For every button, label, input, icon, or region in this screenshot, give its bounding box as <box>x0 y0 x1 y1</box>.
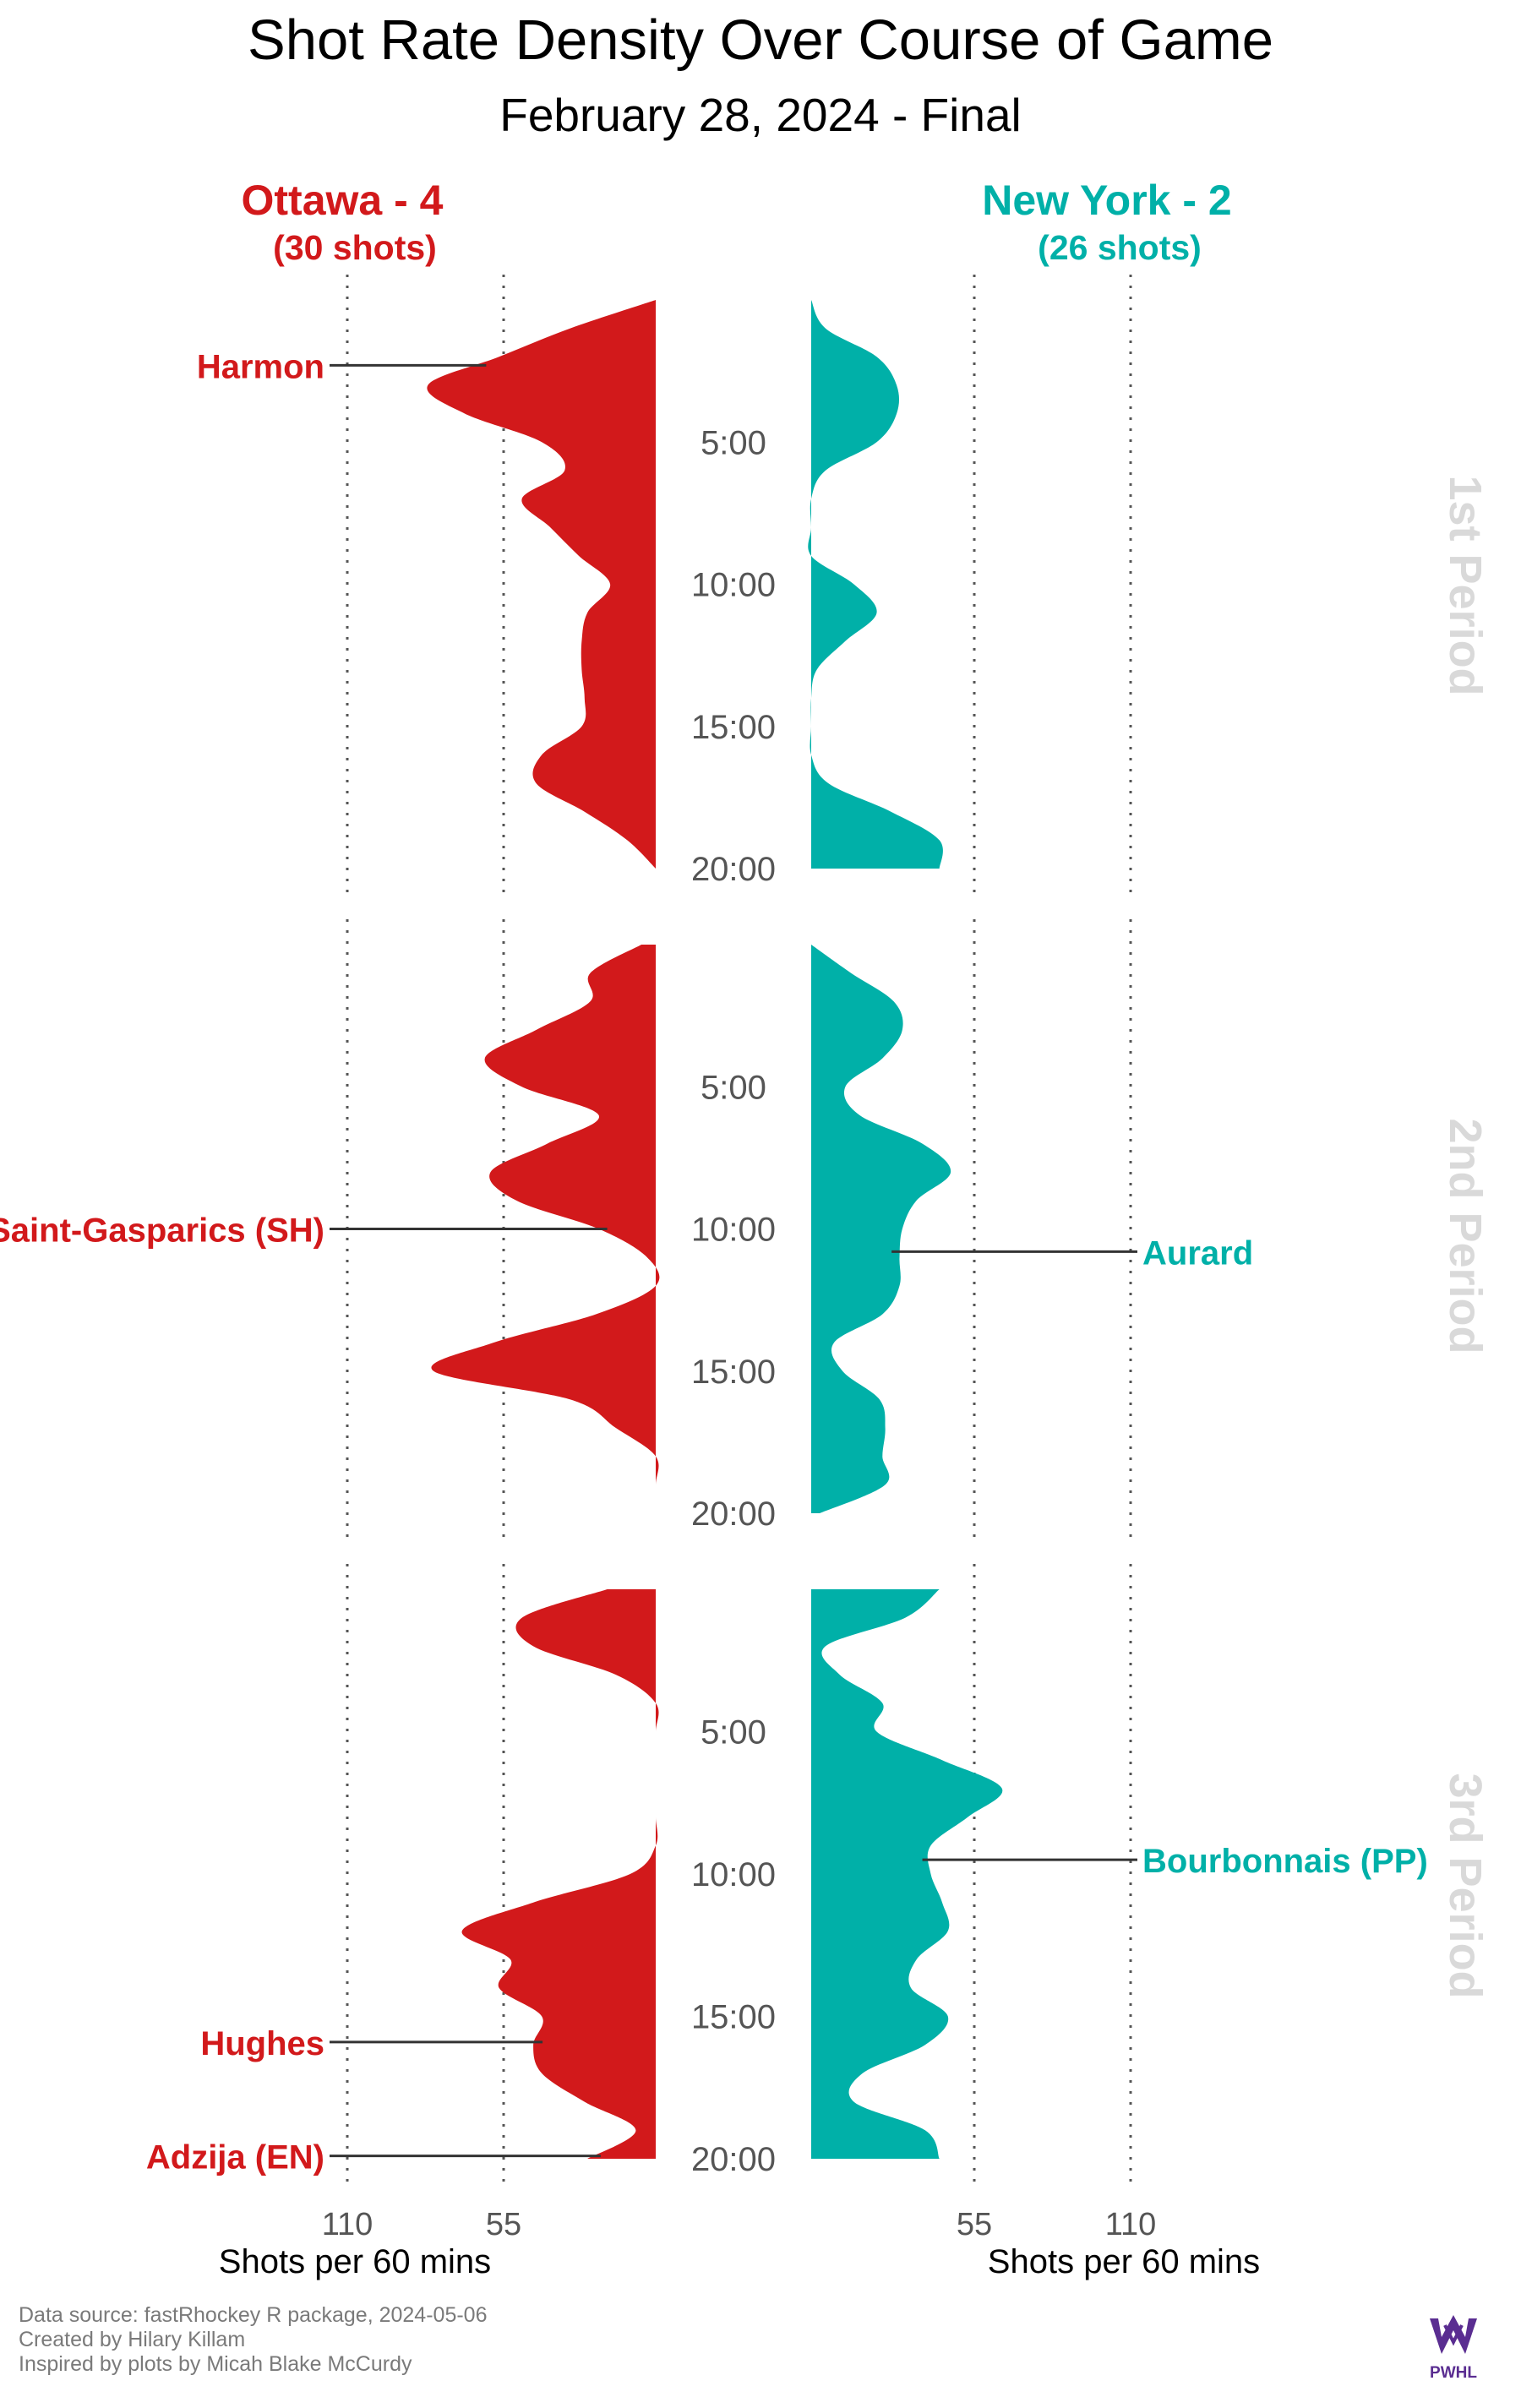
right-tick-55: 55 <box>957 2207 992 2242</box>
goal-label: Hughes <box>200 2025 324 2062</box>
goal-label: Adzija (EN) <box>146 2139 324 2176</box>
time-tick-p1-3: 15:00 <box>691 709 776 746</box>
newyork-density-period-1 <box>808 300 943 869</box>
left-tick-55: 55 <box>486 2207 521 2242</box>
footer-credits: Data source: fastRhockey R package, 2024… <box>19 2303 487 2377</box>
goal-marker: Hughes <box>200 2025 543 2062</box>
time-tick-p2-1: 5:00 <box>701 1069 766 1106</box>
goal-markers: Harmon Saint-Gasparics (SH) Hughes Adzija (… <box>0 348 1428 2176</box>
time-tick-p1-4: 20:00 <box>691 851 776 888</box>
footer-source: Data source: fastRhockey R package, 2024… <box>19 2303 488 2327</box>
goal-marker: Harmon <box>197 348 487 385</box>
time-tick-p2-3: 15:00 <box>691 1354 776 1391</box>
goal-marker: Adzija (EN) <box>146 2139 601 2176</box>
right-team-name: New York - 2 <box>982 177 1231 224</box>
logo-text: PWHL <box>1430 2364 1477 2382</box>
time-tick-p3-4: 20:00 <box>691 2141 776 2178</box>
chart-subtitle: February 28, 2024 - Final <box>499 89 1022 141</box>
right-tick-110: 110 <box>1105 2207 1157 2242</box>
goal-marker: Bourbonnais (PP) <box>922 1843 1428 1880</box>
left-team-shots: (30 shots) <box>273 228 437 267</box>
newyork-density-period-2 <box>811 945 951 1513</box>
time-tick-p3-3: 15:00 <box>691 1999 776 2036</box>
newyork-density-period-3 <box>811 1589 1003 2159</box>
ottawa-density-period-3 <box>461 1589 659 2159</box>
right-team-shots: (26 shots) <box>1038 228 1202 267</box>
density-areas <box>427 300 1003 2159</box>
left-team-name: Ottawa - 4 <box>242 177 444 224</box>
goal-label: Harmon <box>197 348 324 385</box>
goal-label: Aurard <box>1142 1234 1253 1272</box>
period-label-2: 2nd Period <box>1440 1118 1491 1354</box>
period-label-1: 1st Period <box>1440 475 1491 695</box>
left-axis-label: Shots per 60 mins <box>219 2243 491 2280</box>
time-tick-p3-1: 5:00 <box>701 1714 766 1752</box>
period-label-3: 3rd Period <box>1440 1773 1491 1998</box>
goal-marker: Saint-Gasparics (SH) <box>0 1212 608 1250</box>
right-axis-label: Shots per 60 mins <box>988 2243 1260 2280</box>
pwhl-logo: PWHL <box>1430 2315 1477 2382</box>
goal-marker: Aurard <box>891 1234 1253 1272</box>
time-tick-p1-2: 10:00 <box>691 567 776 604</box>
chart-title: Shot Rate Density Over Course of Game <box>248 8 1273 72</box>
time-tick-p1-1: 5:00 <box>701 424 766 461</box>
left-tick-110: 110 <box>322 2207 373 2242</box>
goal-label: Saint-Gasparics (SH) <box>0 1212 324 1250</box>
time-tick-p2-2: 10:00 <box>691 1212 776 1249</box>
time-tick-labels: 5:00 10:00 15:00 20:00 5:00 10:00 15:00 20:00 5:… <box>691 424 776 2178</box>
ottawa-density-period-1 <box>427 300 656 869</box>
footer-inspiration: Inspired by plots by Micah Blake McCurdy <box>19 2352 412 2376</box>
time-tick-p2-4: 20:00 <box>691 1495 776 1533</box>
goal-label: Bourbonnais (PP) <box>1142 1843 1428 1880</box>
time-tick-p3-2: 10:00 <box>691 1856 776 1893</box>
ottawa-density-period-2 <box>431 945 660 1513</box>
footer-creator: Created by Hilary Killam <box>19 2328 246 2351</box>
